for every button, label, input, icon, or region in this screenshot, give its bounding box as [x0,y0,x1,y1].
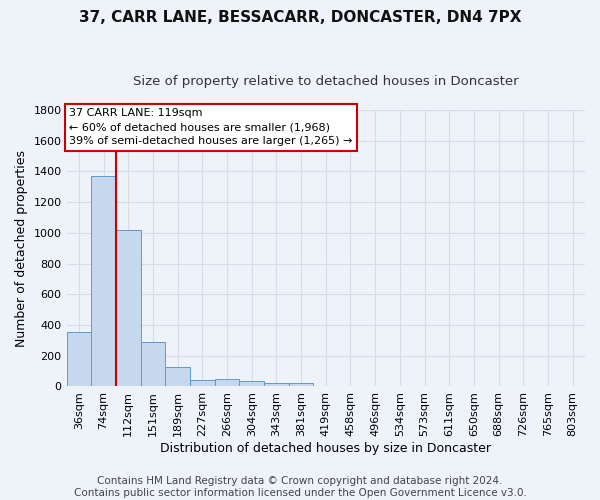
Text: 37 CARR LANE: 119sqm
← 60% of detached houses are smaller (1,968)
39% of semi-de: 37 CARR LANE: 119sqm ← 60% of detached h… [69,108,352,146]
Y-axis label: Number of detached properties: Number of detached properties [15,150,28,346]
Bar [140,342,165,386]
Bar [239,381,264,386]
Bar [91,176,116,386]
Bar [215,379,239,386]
Bar [165,368,190,386]
Bar [190,380,215,386]
Text: 37, CARR LANE, BESSACARR, DONCASTER, DN4 7PX: 37, CARR LANE, BESSACARR, DONCASTER, DN4… [79,10,521,25]
Bar [67,332,91,386]
X-axis label: Distribution of detached houses by size in Doncaster: Distribution of detached houses by size … [160,442,491,455]
Bar [264,383,289,386]
Title: Size of property relative to detached houses in Doncaster: Size of property relative to detached ho… [133,75,518,88]
Bar [116,230,140,386]
Text: Contains HM Land Registry data © Crown copyright and database right 2024.
Contai: Contains HM Land Registry data © Crown c… [74,476,526,498]
Bar [289,384,313,386]
